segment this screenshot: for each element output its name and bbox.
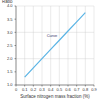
svg-text:0.6: 0.6: [65, 87, 71, 92]
svg-text:2.0: 2.0: [8, 56, 13, 61]
svg-text:0.5: 0.5: [57, 87, 63, 92]
svg-text:0: 0: [15, 87, 18, 92]
svg-text:0.8: 0.8: [83, 87, 89, 92]
svg-text:0.9: 0.9: [91, 87, 92, 92]
svg-text:0.3: 0.3: [39, 87, 45, 92]
svg-text:0.2: 0.2: [31, 87, 37, 92]
svg-text:Ratio: Ratio: [8, 0, 13, 4]
svg-text:0.4: 0.4: [48, 87, 54, 92]
svg-text:3.0: 3.0: [8, 30, 13, 35]
svg-text:1.5: 1.5: [8, 69, 13, 74]
svg-text:0.7: 0.7: [74, 87, 80, 92]
svg-text:1.0: 1.0: [8, 82, 13, 87]
svg-text:2.5: 2.5: [8, 43, 13, 48]
svg-text:Curve: Curve: [47, 33, 58, 38]
svg-text:3.5: 3.5: [8, 17, 13, 22]
svg-text:0.1: 0.1: [22, 87, 28, 92]
svg-text:Surface nitrogen mass fraction: Surface nitrogen mass fraction (%): [20, 94, 90, 99]
